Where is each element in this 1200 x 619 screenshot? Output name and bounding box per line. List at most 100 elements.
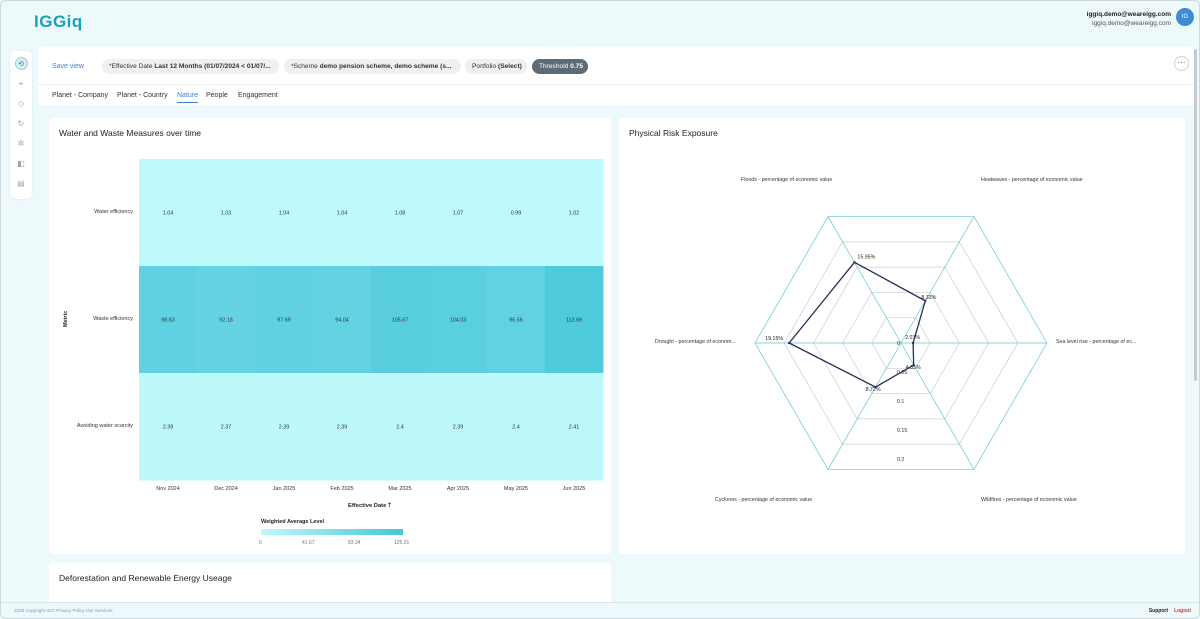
user-info[interactable]: iggiq.demo@weareigg.com iggiq.demo@weare…	[1087, 10, 1171, 28]
heatmap-x-label: Jan 2025	[272, 486, 296, 492]
main-content: Save view *Effective Date Last 12 Months…	[38, 47, 1195, 607]
heatmap-cell[interactable]	[139, 159, 198, 267]
chip-value: Last 12 Months (01/07/2024 < 01/07/...	[154, 63, 271, 70]
heatmap-cell-label: 1.08	[395, 211, 406, 217]
threshold-chip[interactable]: Threshold 0.75	[532, 59, 588, 74]
radar-chart: 0 0.05 0.1 0.15 0.2 15.95% 8.33% 2.07% 4.35% 8.72…	[754, 216, 1048, 470]
x-axis-title: Effective Date 🡑	[348, 501, 391, 511]
heatmap-cell[interactable]	[255, 373, 314, 481]
footer-copyright[interactable]: 2025 Copyright IGG Privacy Policy Our Se…	[14, 608, 113, 613]
logout-link[interactable]: Logout	[1174, 608, 1191, 614]
tab-planet-company[interactable]: Planet - Company	[52, 92, 109, 99]
heatmap-cell[interactable]	[197, 159, 256, 267]
sort-arrow-icon[interactable]: 🡑	[387, 503, 391, 509]
heatmap-cell[interactable]	[487, 159, 546, 267]
heatmap-x-label: Nov 2024	[156, 486, 180, 492]
heatmap-cell[interactable]	[255, 266, 314, 374]
scheme-chip[interactable]: *Scheme demo pension scheme, demo scheme…	[284, 59, 461, 74]
heatmap-cell-label: 113.69	[566, 318, 582, 324]
radar-axis-label: Floods - percentage of economic value	[741, 177, 833, 183]
radar-axis-line	[900, 342, 975, 470]
chip-value: demo pension scheme, demo scheme (s...	[319, 63, 452, 70]
heatmap-cell[interactable]	[371, 159, 430, 267]
heatmap-cell[interactable]	[371, 266, 430, 374]
heatmap-cell-label: 2.39	[279, 425, 290, 431]
radar-ring-label: 0.05	[897, 370, 907, 376]
heatmap-cell-label: 1.04	[279, 211, 290, 217]
radar-ring-label: 0.2	[897, 457, 904, 463]
radar-point[interactable]	[912, 363, 915, 367]
heatmap-cell[interactable]	[487, 373, 546, 481]
heatmap-x-label: Mar 2025	[388, 486, 412, 492]
radar-value-label: 2.07%	[905, 335, 920, 341]
refresh-icon[interactable]: ↻	[17, 119, 25, 128]
more-options-button[interactable]: ⋯	[1174, 56, 1189, 71]
heatmap-cell[interactable]	[255, 159, 314, 267]
save-view-link[interactable]: Save view	[52, 63, 84, 70]
heatmap-cell[interactable]	[429, 373, 488, 481]
heatmap-cell[interactable]	[487, 266, 546, 374]
heatmap-cell[interactable]	[139, 266, 198, 374]
target-icon[interactable]: ⌖	[18, 79, 24, 88]
radar-value-label: 15.95%	[857, 254, 875, 260]
heatmap-cell[interactable]	[545, 266, 604, 374]
scrollbar[interactable]	[1194, 49, 1197, 381]
heatmap-cell[interactable]	[313, 159, 372, 267]
radar-point[interactable]	[924, 299, 927, 303]
tab-nature[interactable]: Nature	[177, 92, 199, 103]
user-email: iggiq.demo@weareigg.com	[1092, 20, 1171, 27]
radar-point[interactable]	[874, 385, 877, 389]
heatmap-cell[interactable]	[313, 373, 372, 481]
tab-engagement[interactable]: Engagement	[238, 92, 278, 99]
legend-tick: 125.01	[394, 540, 410, 546]
radar-ring-label: 0.15	[897, 428, 907, 434]
heatmap-cell-label: 2.41	[569, 425, 580, 431]
water-waste-card: Water and Waste Measures over time Metri…	[49, 118, 611, 554]
portfolio-chip[interactable]: Portfolio (Select)	[465, 59, 527, 74]
heatmap-cell[interactable]	[371, 373, 430, 481]
diamond-icon[interactable]: ◇	[17, 99, 25, 108]
sparkle-icon[interactable]: ✲	[17, 139, 25, 148]
heatmap-x-label: Dec 2024	[214, 486, 238, 492]
layers-icon[interactable]: ◧	[17, 159, 25, 168]
dashboard-icon[interactable]: ⟲	[10, 54, 32, 74]
heatmap-cell[interactable]	[429, 266, 488, 374]
radar-axis-label: Cyclones - percentage of economic value	[715, 497, 813, 503]
radar-axis-label: Heatwaves - percentage of economic value	[981, 177, 1083, 183]
radar-axis-label: Sea level rise - percentage of ec...	[1056, 339, 1137, 345]
heatmap-cell-label: 2.4	[396, 425, 404, 431]
heatmap-cell[interactable]	[429, 159, 488, 267]
heatmap-cell[interactable]	[313, 266, 372, 374]
heatmap-cell-label: 1.02	[569, 211, 580, 217]
tab-people[interactable]: People	[206, 92, 228, 99]
radar-axis-label: Wildfires - percentage of economic value	[981, 497, 1077, 503]
heatmap-cell-label: 96.56	[509, 318, 523, 324]
tab-planet-country[interactable]: Planet - Country	[117, 92, 168, 99]
heatmap-cell[interactable]	[545, 373, 604, 481]
heatmap-cell-label: 94.04	[335, 318, 349, 324]
legend-tick: 41.67	[302, 540, 315, 546]
heatmap-cell[interactable]	[139, 373, 198, 481]
heatmap-row-label: Water efficiency	[94, 208, 133, 215]
heatmap-x-label: Apr 2025	[446, 486, 470, 492]
heatmap-cell-label: 104.03	[450, 318, 467, 324]
heatmap-cell[interactable]	[197, 266, 256, 374]
footer: 2025 Copyright IGG Privacy Policy Our Se…	[1, 602, 1199, 618]
heatmap-cell-label: 105.67	[392, 318, 409, 324]
support-link[interactable]: Support	[1148, 608, 1168, 614]
report-icon[interactable]: ▤	[17, 179, 25, 188]
user-name: iggiq.demo@weareigg.com	[1086, 11, 1171, 18]
radar-axis-line	[900, 216, 975, 344]
radar-value-label: 8.72%	[866, 387, 881, 393]
legend-tick: 0	[259, 540, 262, 546]
avatar[interactable]: IG	[1176, 8, 1194, 26]
app-logo[interactable]: IGGiq	[34, 12, 83, 31]
water-waste-title: Water and Waste Measures over time	[59, 128, 202, 138]
effective-date-chip[interactable]: *Effective Date Last 12 Months (01/07/20…	[102, 59, 279, 74]
heatmap-cell-label: 97.69	[277, 318, 291, 324]
radar-point[interactable]	[911, 341, 915, 345]
radar-point[interactable]	[853, 261, 856, 264]
radar-point[interactable]	[787, 341, 791, 345]
heatmap-cell[interactable]	[197, 373, 256, 481]
heatmap-cell[interactable]	[545, 159, 604, 267]
